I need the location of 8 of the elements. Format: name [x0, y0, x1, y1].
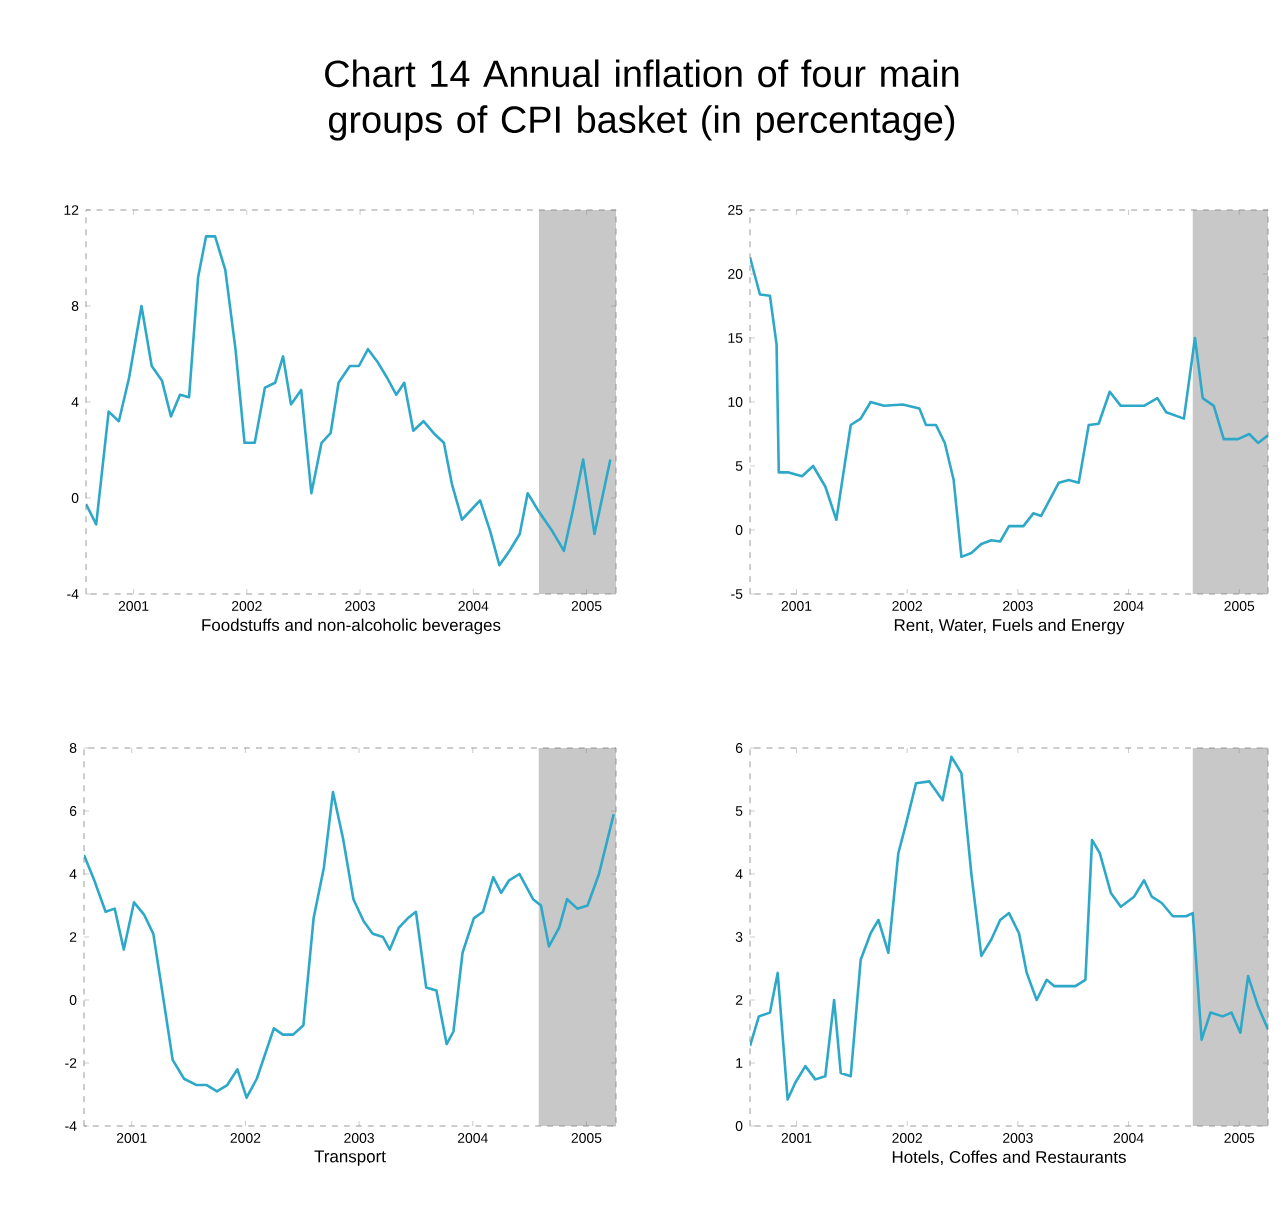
line-series	[750, 755, 1269, 1101]
x-axis-title: Foodstuffs and non-alcoholic beverages	[202, 618, 501, 635]
x-axis-title: Transport	[314, 1150, 386, 1166]
line-series	[84, 790, 616, 1099]
x-axis-title: Hotels, Coffes and Restaurants	[892, 1150, 1126, 1166]
chart-title: Chart 14 Annual inflation of four main groups of CPI basket (in percentage)	[325, 59, 959, 141]
x-axis-title: Rent, Water, Fuels and Energy	[894, 618, 1125, 635]
line-series	[86, 235, 612, 567]
